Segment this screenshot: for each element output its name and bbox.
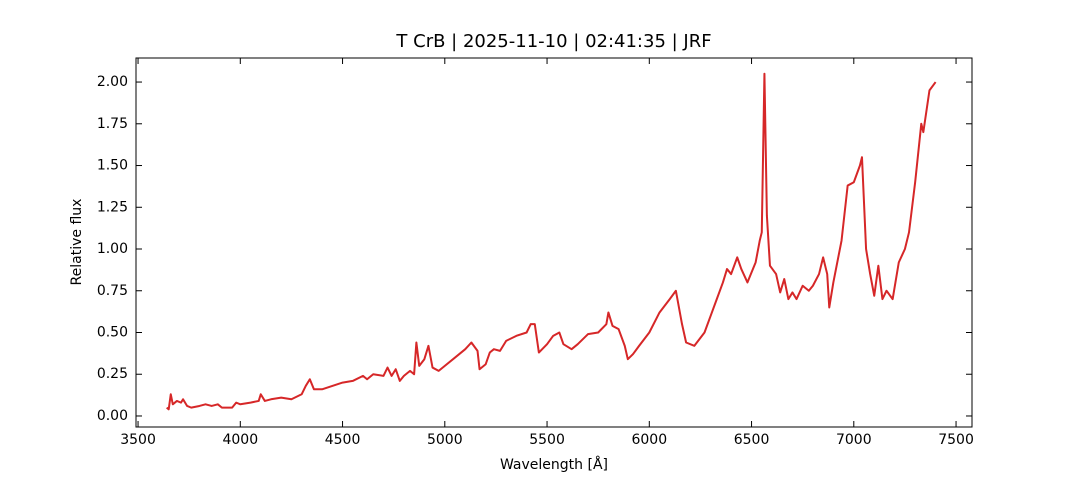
x-tick-label: 6500 <box>734 432 770 448</box>
plot-frame <box>135 57 973 428</box>
x-tick-label: 6000 <box>631 432 667 448</box>
x-tick-label: 4500 <box>325 432 361 448</box>
x-tick-label: 7000 <box>836 432 872 448</box>
y-tick-label: 0.75 <box>97 283 128 299</box>
y-tick-label: 1.75 <box>97 116 128 132</box>
x-tick-label: 3500 <box>120 432 156 448</box>
y-tick-label: 1.50 <box>97 158 128 174</box>
y-tick-label: 1.00 <box>97 241 128 257</box>
x-tick-label: 7500 <box>938 432 974 448</box>
y-tick-label: 0.50 <box>97 324 128 340</box>
chart-title: T CrB | 2025-11-10 | 02:41:35 | JRF <box>395 31 711 52</box>
spectrum-line <box>166 72 937 411</box>
y-tick-label: 0.25 <box>97 366 128 382</box>
x-tick-label: 4000 <box>222 432 258 448</box>
y-tick-label: 1.25 <box>97 199 128 215</box>
y-axis-label: Relative flux <box>69 199 85 286</box>
y-tick-label: 0.00 <box>97 408 128 424</box>
x-tick-label: 5000 <box>427 432 463 448</box>
x-axis-label: Wavelength [Å] <box>500 456 608 473</box>
x-tick-label: 5500 <box>529 432 565 448</box>
y-tick-label: 2.00 <box>97 74 128 90</box>
